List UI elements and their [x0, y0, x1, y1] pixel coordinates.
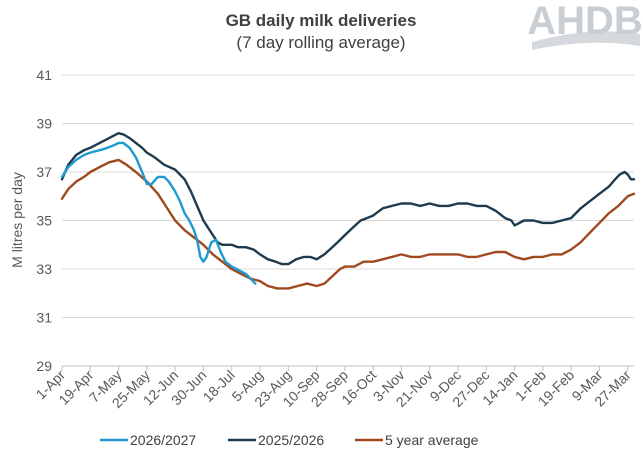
- y-tick-label: 33: [36, 261, 52, 277]
- y-tick-label: 41: [36, 67, 52, 83]
- y-tick-label: 35: [36, 213, 52, 229]
- y-tick-label: 37: [36, 164, 52, 180]
- x-ticks: 1-Apr19-Apr7-May25-May12-Jun30-Jun18-Jul…: [33, 366, 634, 411]
- legend: 2026/2027 2025/2026 5 year average: [100, 432, 479, 448]
- grid: [62, 74, 634, 367]
- y-tick-label: 29: [36, 358, 52, 374]
- y-ticks: 29 31 33 35 37 39 41: [36, 67, 52, 374]
- series-lines: [60, 131, 636, 290]
- logo-swoosh: [532, 31, 640, 50]
- series-line-1: [60, 141, 257, 285]
- y-tick-label: 39: [36, 116, 52, 132]
- legend-label: 2026/2027: [130, 432, 196, 448]
- logo-text: AHDB: [527, 0, 643, 43]
- ahdb-logo: AHDB: [527, 0, 643, 50]
- series-line-3: [60, 158, 636, 290]
- y-axis-label: M litres per day: [9, 172, 25, 268]
- chart-title: GB daily milk deliveries: [226, 11, 417, 30]
- x-tick-label: 18-Jul: [200, 367, 238, 405]
- chart-subtitle: (7 day rolling average): [236, 33, 405, 52]
- legend-label: 2025/2026: [258, 432, 324, 448]
- legend-label: 5 year average: [385, 432, 479, 448]
- y-tick-label: 31: [36, 310, 52, 326]
- series-line-2: [60, 131, 636, 266]
